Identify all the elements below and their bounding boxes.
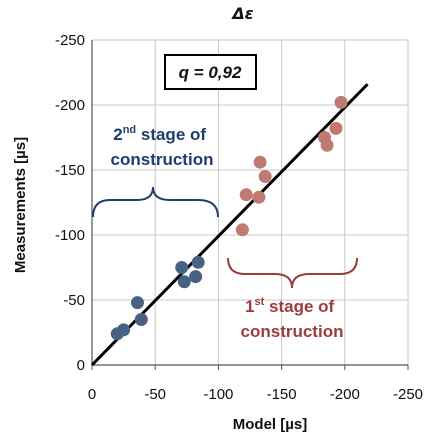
y-tick-label: -250 (55, 32, 85, 49)
x-tick-label: 0 (88, 386, 96, 403)
1st-stage-line2: construction (241, 322, 344, 341)
q-box (164, 54, 257, 90)
data-point-2nd-stage (189, 270, 203, 284)
1st-stage-ordinal-suffix: st (255, 296, 265, 308)
data-point-1st-stage (320, 138, 334, 152)
tick-labels: 0 -50 -100 -150 -200 -250 0 -50 -100 -150 -200 -250 (55, 32, 423, 403)
1st-stage-ordinal: 1 (245, 297, 254, 316)
y-tick-label: -100 (55, 227, 85, 244)
x-tick-label: -250 (393, 386, 423, 403)
2nd-stage-label: 2nd stage of construction (111, 124, 214, 169)
data-point-1st-stage (235, 223, 249, 237)
2nd-stage-line2: construction (111, 150, 214, 169)
2nd-stage-ordinal-suffix: nd (123, 124, 136, 136)
2nd-stage-line1: stage of (136, 125, 206, 144)
x-tick-label: -200 (330, 386, 360, 403)
y-tick-label: -150 (55, 162, 85, 179)
data-point-2nd-stage (131, 296, 145, 310)
data-point-2nd-stage (117, 323, 131, 337)
brace-1st-stage (227, 257, 358, 289)
data-point-2nd-stage (191, 255, 205, 269)
brace-2nd-stage (92, 186, 219, 218)
data-point-1st-stage (253, 155, 267, 169)
2nd-stage-ordinal: 2 (113, 125, 122, 144)
data-point-1st-stage (334, 95, 348, 109)
data-points (110, 95, 348, 341)
data-point-2nd-stage (134, 313, 148, 326)
x-tick-label: -50 (144, 386, 166, 403)
grid-lines (92, 39, 409, 365)
1st-stage-label: 1st stage of construction (241, 296, 344, 341)
q-value: q = 0,92 (179, 63, 242, 82)
1st-stage-line1: stage of (264, 297, 334, 316)
chart-title: Δε (230, 4, 253, 23)
data-point-1st-stage (239, 188, 253, 202)
y-tick-label: -200 (55, 97, 85, 114)
x-axis-title: Model [µs] (233, 416, 307, 433)
y-tick-label: 0 (77, 357, 85, 374)
data-point-2nd-stage (175, 261, 189, 274)
y-tick-label: -50 (63, 292, 85, 309)
x-tick-label: -150 (267, 386, 297, 403)
y-axis-title: Measurements [µs] (12, 137, 29, 273)
data-point-1st-stage (252, 190, 266, 204)
data-point-1st-stage (258, 170, 272, 183)
x-tick-label: -100 (203, 386, 233, 403)
axes (91, 40, 409, 370)
data-point-1st-stage (329, 121, 343, 135)
data-point-2nd-stage (177, 275, 191, 289)
